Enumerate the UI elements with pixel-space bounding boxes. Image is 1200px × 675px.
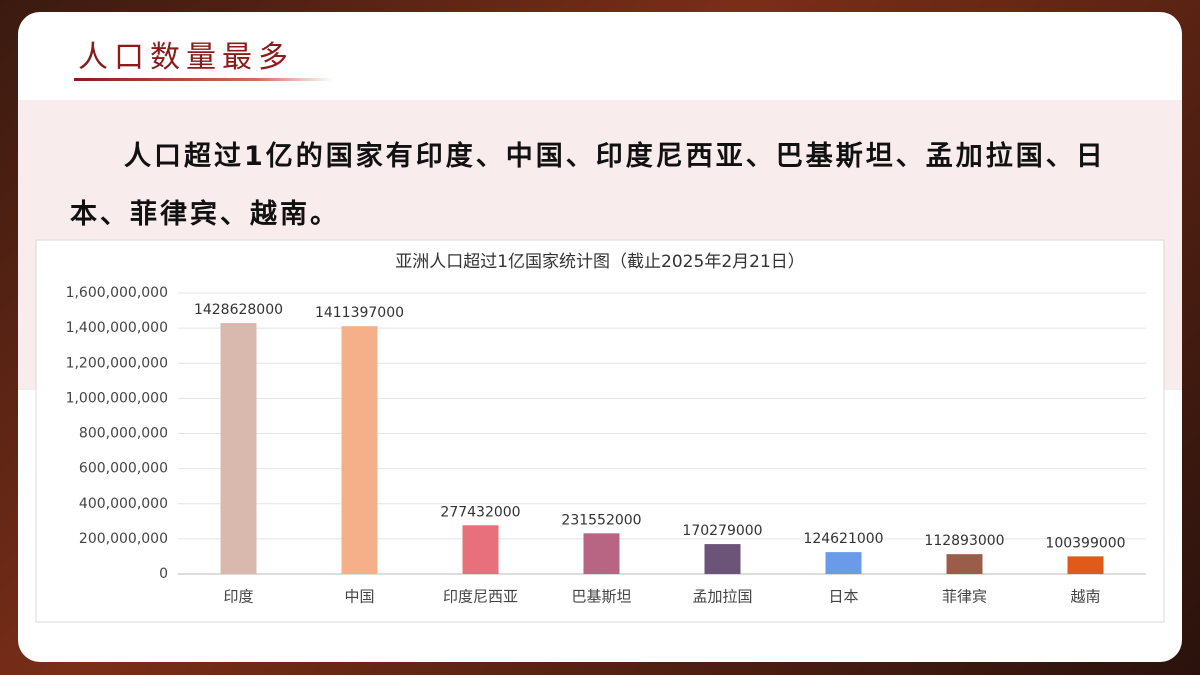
slide-title: 人口数量最多 <box>78 40 294 75</box>
y-tick-label: 1,000,000,000 <box>66 390 168 406</box>
value-label: 231552000 <box>561 512 641 528</box>
x-tick-label: 越南 <box>1070 588 1100 606</box>
chart-title: 亚洲人口超过1亿国家统计图（截止2025年2月21日） <box>395 252 805 272</box>
paragraph: 人口超过1亿的国家有印度、中国、印度尼西亚、巴基斯坦、孟加拉国、日本、菲律宾、越… <box>70 141 1106 230</box>
title-underline <box>74 78 334 81</box>
y-tick-label: 600,000,000 <box>79 461 168 477</box>
value-label: 170279000 <box>682 523 762 539</box>
y-tick-label: 1,400,000,000 <box>66 320 168 336</box>
x-tick-label: 巴基斯坦 <box>571 588 631 606</box>
y-tick-label: 1,200,000,000 <box>66 355 168 371</box>
bar <box>704 544 741 574</box>
x-tick-label: 印度 <box>223 588 253 606</box>
bar <box>583 533 620 574</box>
x-tick-label: 菲律宾 <box>942 588 987 606</box>
y-tick-label: 400,000,000 <box>79 496 168 512</box>
bar <box>462 525 499 574</box>
x-tick-label: 孟加拉国 <box>692 588 752 606</box>
y-tick-label: 800,000,000 <box>79 426 168 442</box>
y-tick-label: 1,600,000,000 <box>66 285 168 301</box>
value-label: 1411397000 <box>315 305 404 321</box>
y-tick-label: 200,000,000 <box>79 531 168 547</box>
value-label: 124621000 <box>803 531 883 547</box>
bar <box>220 323 257 574</box>
x-tick-label: 日本 <box>828 588 858 606</box>
bar <box>1067 556 1104 574</box>
x-tick-label: 中国 <box>344 588 374 606</box>
y-tick-label: 0 <box>159 566 168 582</box>
value-label: 1428628000 <box>194 302 283 318</box>
value-label: 112893000 <box>924 533 1004 549</box>
x-tick-label: 印度尼西亚 <box>443 588 518 606</box>
value-label: 100399000 <box>1045 535 1125 551</box>
value-label: 277432000 <box>440 504 520 520</box>
bar <box>341 326 378 574</box>
bar <box>946 554 983 574</box>
bar <box>825 552 862 574</box>
